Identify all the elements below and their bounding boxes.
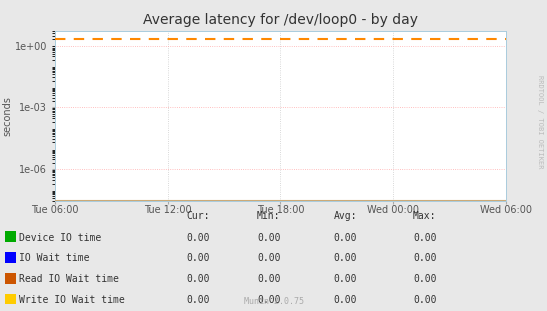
- Text: 0.00: 0.00: [186, 253, 210, 263]
- Text: 0.00: 0.00: [334, 274, 357, 284]
- Y-axis label: seconds: seconds: [2, 96, 12, 136]
- Text: 0.00: 0.00: [257, 274, 281, 284]
- Text: 0.00: 0.00: [413, 295, 437, 305]
- Text: 0.00: 0.00: [413, 233, 437, 243]
- Text: 0.00: 0.00: [186, 295, 210, 305]
- Text: 0.00: 0.00: [257, 253, 281, 263]
- Text: Device IO time: Device IO time: [19, 233, 101, 243]
- Text: 0.00: 0.00: [257, 295, 281, 305]
- Text: Read IO Wait time: Read IO Wait time: [19, 274, 119, 284]
- Text: 0.00: 0.00: [257, 233, 281, 243]
- Text: 0.00: 0.00: [186, 233, 210, 243]
- Text: Munin 2.0.75: Munin 2.0.75: [243, 297, 304, 306]
- Text: 0.00: 0.00: [413, 253, 437, 263]
- Text: RRDTOOL / TOBI OETIKER: RRDTOOL / TOBI OETIKER: [537, 75, 543, 168]
- Text: 0.00: 0.00: [334, 233, 357, 243]
- Text: 0.00: 0.00: [413, 274, 437, 284]
- Text: Write IO Wait time: Write IO Wait time: [19, 295, 125, 305]
- Text: Cur:: Cur:: [186, 211, 210, 221]
- Text: IO Wait time: IO Wait time: [19, 253, 90, 263]
- Text: Avg:: Avg:: [334, 211, 357, 221]
- Text: 0.00: 0.00: [334, 253, 357, 263]
- Text: 0.00: 0.00: [186, 274, 210, 284]
- Title: Average latency for /dev/loop0 - by day: Average latency for /dev/loop0 - by day: [143, 13, 418, 27]
- Text: Min:: Min:: [257, 211, 281, 221]
- Text: Max:: Max:: [413, 211, 437, 221]
- Text: 0.00: 0.00: [334, 295, 357, 305]
